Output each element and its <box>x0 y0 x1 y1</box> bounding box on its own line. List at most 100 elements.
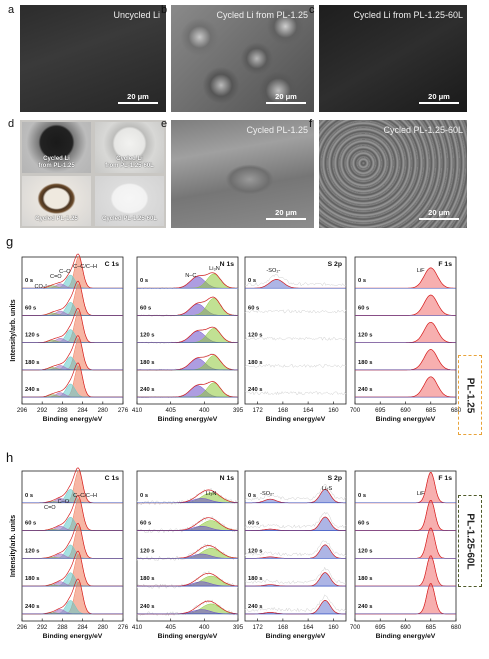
sem-image-cycled-pl125-60l: Cycled PL-1.25-60L 20 μm <box>319 120 467 228</box>
photo-grid: Cycled Li from PL-1.25 Cycled Li from PL… <box>20 120 166 228</box>
spectrum-title: C 1s <box>105 475 120 482</box>
fit-component <box>22 256 123 289</box>
fit-envelope <box>22 578 123 615</box>
panel-label-f: f <box>309 118 313 130</box>
fit-component <box>245 489 346 504</box>
scale-bar: 20 μm <box>266 208 306 220</box>
fit-envelope <box>355 349 456 371</box>
fit-component <box>137 273 238 289</box>
raw-spectrum <box>136 543 239 561</box>
fit-component <box>245 556 346 559</box>
sem-caption: Cycled Li from PL-1.25 <box>216 10 308 20</box>
x-tick-label: 172 <box>252 624 263 631</box>
spectrum-title: C 1s <box>105 261 120 268</box>
peak-annotation: LiF <box>417 268 425 274</box>
time-label: 0 s <box>140 493 148 499</box>
fit-component <box>22 383 123 398</box>
sample-tag-pl125-60l: PL-1.25-60L <box>458 495 482 587</box>
fit-component <box>22 572 123 587</box>
peak-annotation: Li₂S <box>322 486 333 492</box>
fit-component <box>355 267 456 289</box>
fit-component <box>22 529 123 531</box>
fit-component <box>137 581 238 587</box>
x-tick-label: 160 <box>328 624 339 631</box>
x-tick-label: 690 <box>400 407 411 414</box>
fit-component <box>245 600 346 615</box>
fit-component <box>137 330 238 343</box>
photo-label: Cycled PL-1.25-60L <box>101 216 158 222</box>
x-tick-label: 276 <box>118 407 129 414</box>
x-tick-label: 405 <box>166 407 177 414</box>
fit-component <box>137 603 239 615</box>
x-tick-label: 685 <box>426 407 437 414</box>
fit-envelope <box>22 522 123 559</box>
scale-bar: 20 μm <box>118 92 158 104</box>
raw-spectrum <box>136 380 239 399</box>
fit-component <box>137 492 239 504</box>
x-tick-label: 410 <box>132 407 143 414</box>
plot-frame <box>136 470 239 622</box>
sample-tag-label: PL-1.25-60L <box>464 512 476 570</box>
fit-envelope <box>245 488 346 504</box>
peak-annotation: C–C/C–H <box>73 493 97 499</box>
fit-envelope <box>355 376 456 398</box>
time-label: 180 s <box>248 360 263 366</box>
plot-frame <box>354 470 457 622</box>
x-tick-label: 690 <box>400 624 411 631</box>
fit-component <box>22 612 123 615</box>
fit-component <box>22 526 123 559</box>
x-axis-label: Binding energy/eV <box>43 416 103 423</box>
fit-component <box>355 527 456 559</box>
plot-frame <box>244 470 347 622</box>
fit-component <box>137 575 239 587</box>
x-tick-label: 296 <box>17 624 28 631</box>
fit-envelope <box>355 583 456 615</box>
time-label: 0 s <box>358 493 366 499</box>
plot-frame <box>21 256 124 405</box>
time-label: 60 s <box>358 521 369 527</box>
fit-component <box>22 283 123 289</box>
fit-envelope <box>22 362 123 398</box>
spectrum-title: F 1s <box>438 475 452 482</box>
scale-bar-label: 20 μm <box>428 92 450 101</box>
raw-spectrum <box>244 511 347 529</box>
time-label: 240 s <box>25 387 40 393</box>
fit-component <box>137 520 239 531</box>
fit-component <box>245 498 346 504</box>
fit-component <box>245 279 346 289</box>
x-tick-label: 172 <box>252 407 263 414</box>
time-label: 240 s <box>140 604 155 610</box>
fit-component <box>355 555 456 587</box>
time-label: 240 s <box>358 604 373 610</box>
peak-annotation: Li₃N <box>209 266 220 272</box>
raw-spectrum <box>136 296 239 317</box>
x-tick-label: 288 <box>57 624 68 631</box>
fit-component <box>245 528 346 531</box>
scale-bar: 20 μm <box>419 92 459 104</box>
x-tick-label: 164 <box>303 407 314 414</box>
fit-component <box>22 392 123 398</box>
peak-annotation: N–C <box>185 273 196 279</box>
sem-caption: Cycled PL-1.25 <box>246 125 308 135</box>
raw-spectrum <box>244 273 347 287</box>
raw-spectrum <box>136 326 239 344</box>
raw-spectrum <box>136 353 239 371</box>
fit-component <box>245 612 346 615</box>
fit-envelope <box>22 280 123 316</box>
fit-envelope <box>355 527 456 559</box>
peak-annotation: C–O <box>59 269 71 275</box>
fit-component <box>22 394 123 398</box>
fit-component <box>22 498 123 504</box>
spectrum-title: S 2p <box>328 261 342 268</box>
time-label: 60 s <box>25 305 36 311</box>
plot-frame <box>21 470 124 622</box>
x-tick-label: 296 <box>17 407 28 414</box>
raw-spectrum <box>136 570 239 589</box>
fit-component <box>22 310 123 316</box>
time-label: 240 s <box>358 387 373 393</box>
time-label: 60 s <box>25 521 36 527</box>
fit-envelope <box>355 294 456 316</box>
fit-component <box>22 525 123 531</box>
